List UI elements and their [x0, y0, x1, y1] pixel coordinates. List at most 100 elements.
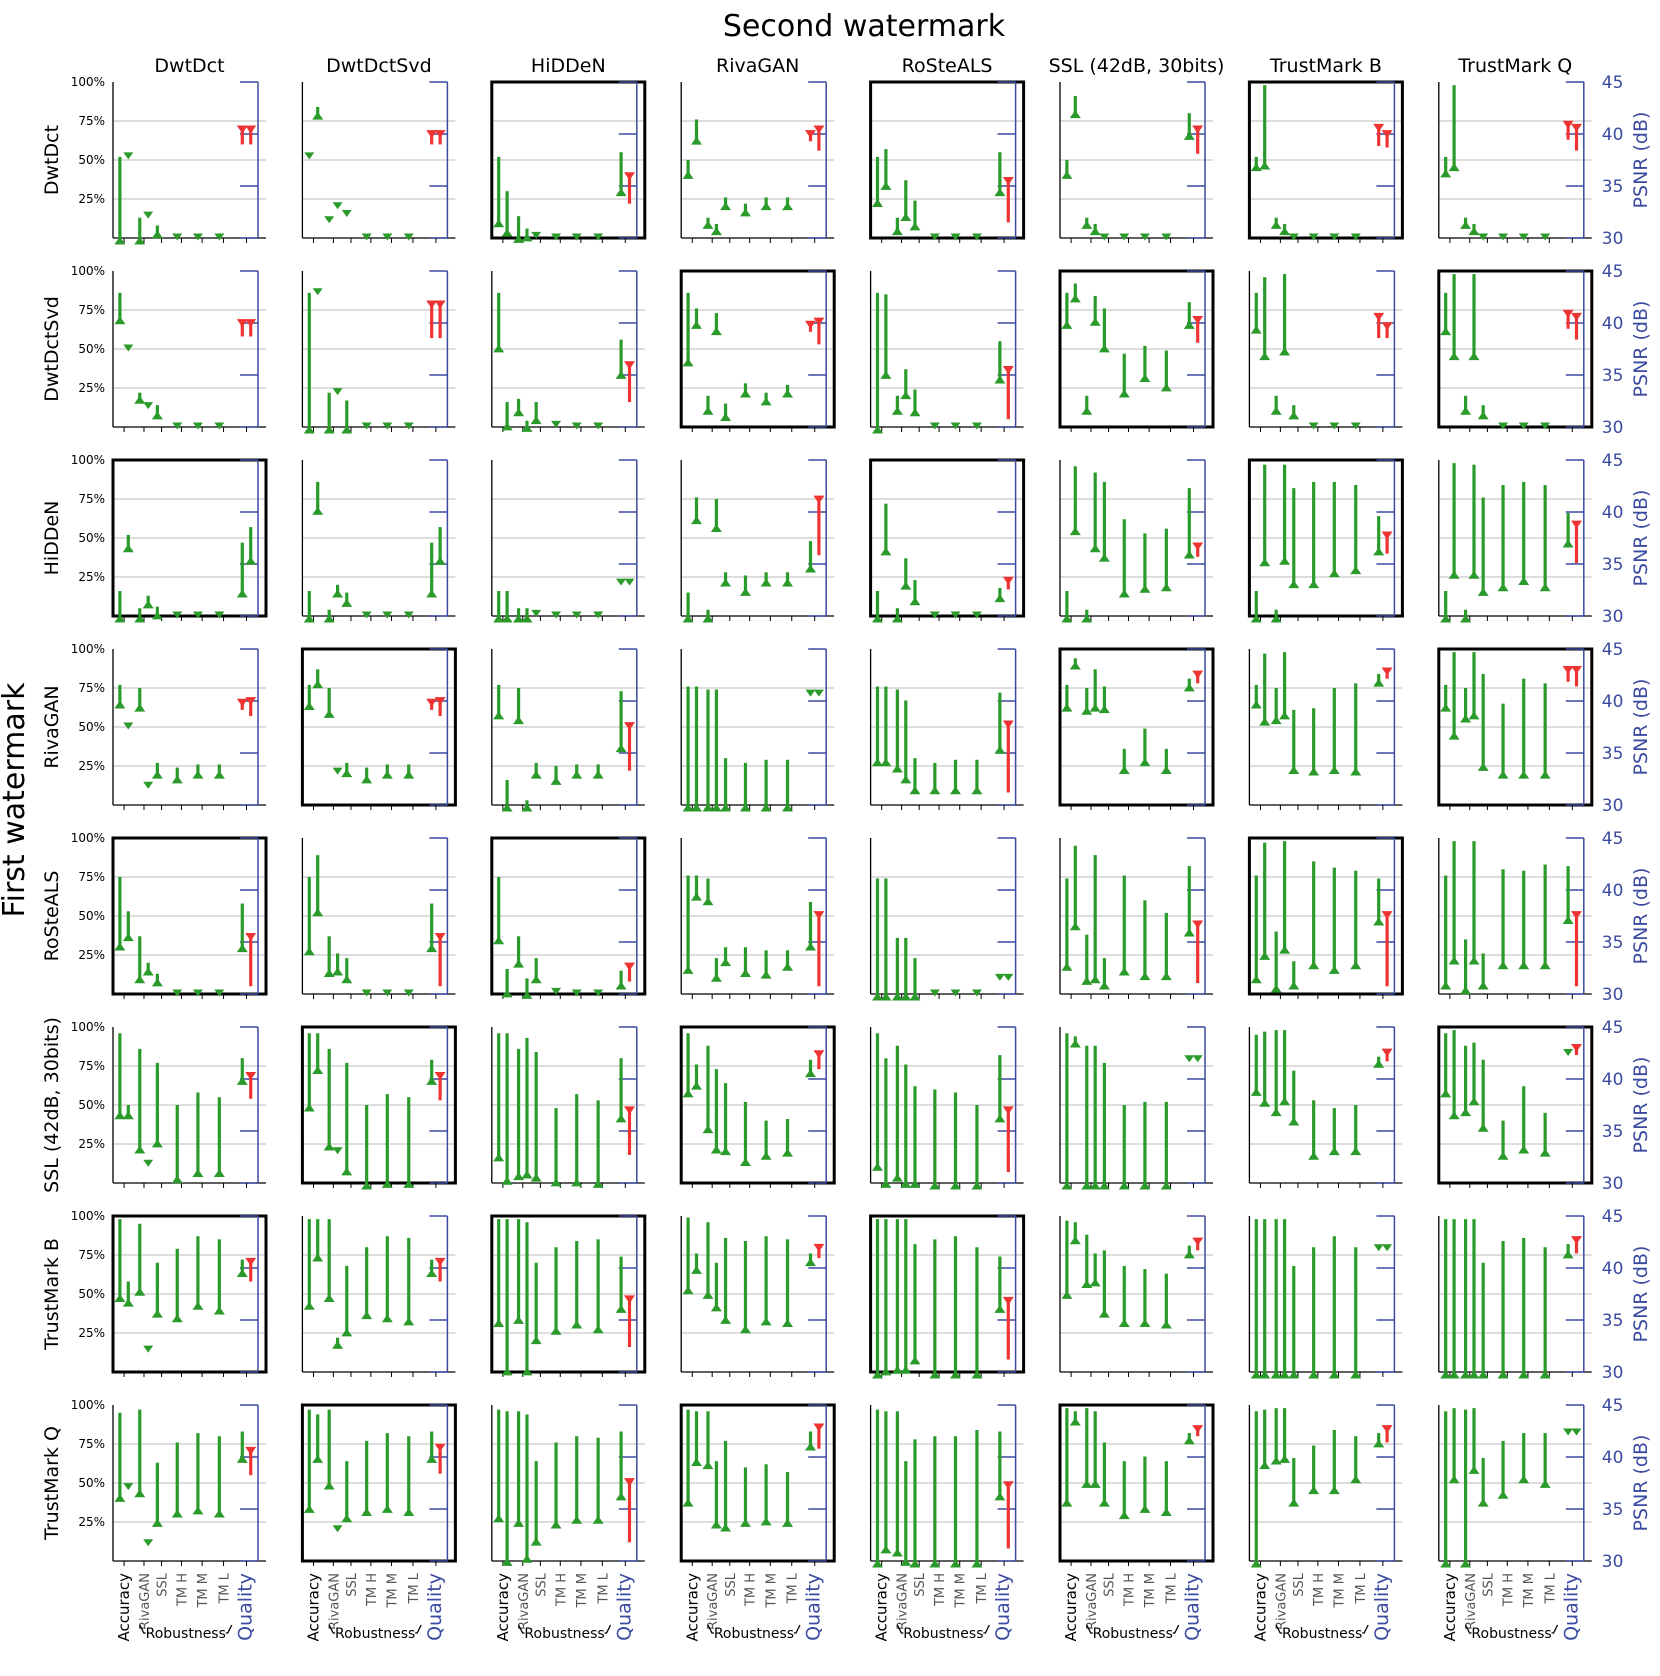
arrow-head	[403, 1317, 415, 1326]
arrow-head	[1279, 556, 1291, 565]
plot-frame	[679, 1025, 836, 1185]
arrow-head	[1270, 614, 1282, 623]
subplot	[680, 459, 835, 623]
arrow-head	[245, 319, 257, 328]
arrow-head	[1382, 1244, 1393, 1252]
plot-frame	[111, 836, 268, 996]
arrow-head	[571, 611, 582, 619]
arrow-head	[571, 1320, 583, 1329]
plot-frame	[1058, 647, 1215, 807]
x-tick-label: SSL	[1103, 1572, 1118, 1597]
arrow-head	[341, 1328, 353, 1337]
arrow-head	[1183, 1250, 1195, 1259]
arrow-head	[1497, 1370, 1509, 1379]
arrow-head	[1308, 767, 1320, 776]
arrow-head	[871, 425, 883, 434]
arrow-head	[1571, 520, 1582, 529]
arrow-head	[1069, 1417, 1081, 1426]
arrow-head	[880, 1545, 892, 1554]
arrow-head	[530, 975, 542, 984]
subplot	[1058, 1403, 1215, 1566]
arrow-head	[1460, 1559, 1472, 1568]
arrow-head	[720, 1523, 732, 1532]
arrow-head	[1350, 961, 1362, 970]
right-tick-label: 40	[1602, 1448, 1624, 1468]
arrow-head	[114, 614, 126, 623]
subplot	[491, 459, 645, 623]
subplot	[1247, 80, 1404, 243]
plot-frame	[490, 80, 647, 240]
subplot	[1438, 81, 1592, 243]
arrow-head	[214, 989, 225, 997]
left-tick-label: 75%	[78, 303, 105, 317]
arrow-head	[1089, 1479, 1101, 1488]
arrow-head	[1571, 665, 1582, 674]
arrow-head	[1139, 972, 1151, 981]
arrow-head	[403, 611, 414, 619]
arrow-head	[1540, 233, 1551, 241]
arrow-head	[1539, 1479, 1551, 1488]
arrow-head	[1518, 422, 1529, 430]
arrow-head	[1002, 1106, 1014, 1115]
arrow-head	[171, 1509, 183, 1518]
arrow-head	[1350, 767, 1362, 776]
arrow-head	[1477, 587, 1489, 596]
arrow-head	[1061, 1181, 1073, 1190]
arrow-head	[530, 770, 542, 779]
arrow-head	[615, 1304, 627, 1313]
right-axis-label: PSNR (dB)	[1630, 868, 1652, 965]
arrow-head	[891, 614, 903, 623]
arrow-head	[880, 992, 892, 1001]
left-tick-label: 100%	[71, 1209, 105, 1223]
arrow-head	[592, 1325, 604, 1334]
right-tick-label: 45	[1602, 262, 1624, 282]
subplot	[490, 80, 647, 243]
arrow-head	[1118, 1511, 1130, 1520]
arrow-head	[1381, 1425, 1393, 1434]
subplot	[1059, 1215, 1213, 1377]
arrow-head	[134, 975, 146, 984]
arrow-head	[1061, 1290, 1073, 1299]
arrow-head	[1539, 961, 1551, 970]
arrow-head	[122, 544, 134, 553]
arrow-head	[702, 220, 714, 229]
arrow-head	[134, 395, 146, 404]
arrow-head	[782, 803, 794, 812]
arrow-head	[994, 375, 1006, 384]
left-tick-label: 25%	[78, 192, 105, 206]
arrow-head	[1061, 703, 1073, 712]
left-tick-label: 25%	[78, 948, 105, 962]
arrow-head	[880, 370, 892, 379]
arrow-head	[114, 942, 126, 951]
arrow-head	[691, 136, 702, 145]
subplot	[112, 270, 266, 432]
right-axis-label: PSNR (dB)	[1630, 1246, 1652, 1343]
x-tick-label: Accuracy	[873, 1573, 891, 1642]
arrow-head	[1571, 312, 1582, 321]
arrow-head	[1460, 406, 1472, 415]
arrow-head	[1448, 352, 1460, 361]
arrow-head	[1259, 951, 1271, 960]
arrow-head	[382, 422, 393, 430]
arrow-head	[1160, 766, 1172, 774]
x-tick-label: Accuracy	[1251, 1573, 1269, 1642]
arrow-head	[501, 228, 513, 237]
arrow-head	[1139, 584, 1151, 593]
arrow-head	[323, 1481, 335, 1490]
arrow-head	[871, 1559, 883, 1568]
arrow-head	[172, 422, 183, 430]
arrow-head	[1440, 614, 1452, 623]
arrow-head	[171, 1175, 183, 1184]
arrow-head	[720, 1147, 732, 1156]
arrow-head	[403, 989, 414, 997]
arrow-head	[950, 1181, 962, 1190]
arrow-head	[691, 516, 702, 525]
arrow-head	[1003, 973, 1014, 981]
arrow-head	[1002, 1296, 1014, 1305]
arrow-head	[1328, 1147, 1340, 1156]
arrow-head	[710, 227, 722, 236]
arrow-head	[880, 1367, 892, 1376]
arrow-head	[434, 932, 446, 941]
arrow-head	[551, 987, 562, 995]
arrow-head	[361, 1311, 373, 1320]
